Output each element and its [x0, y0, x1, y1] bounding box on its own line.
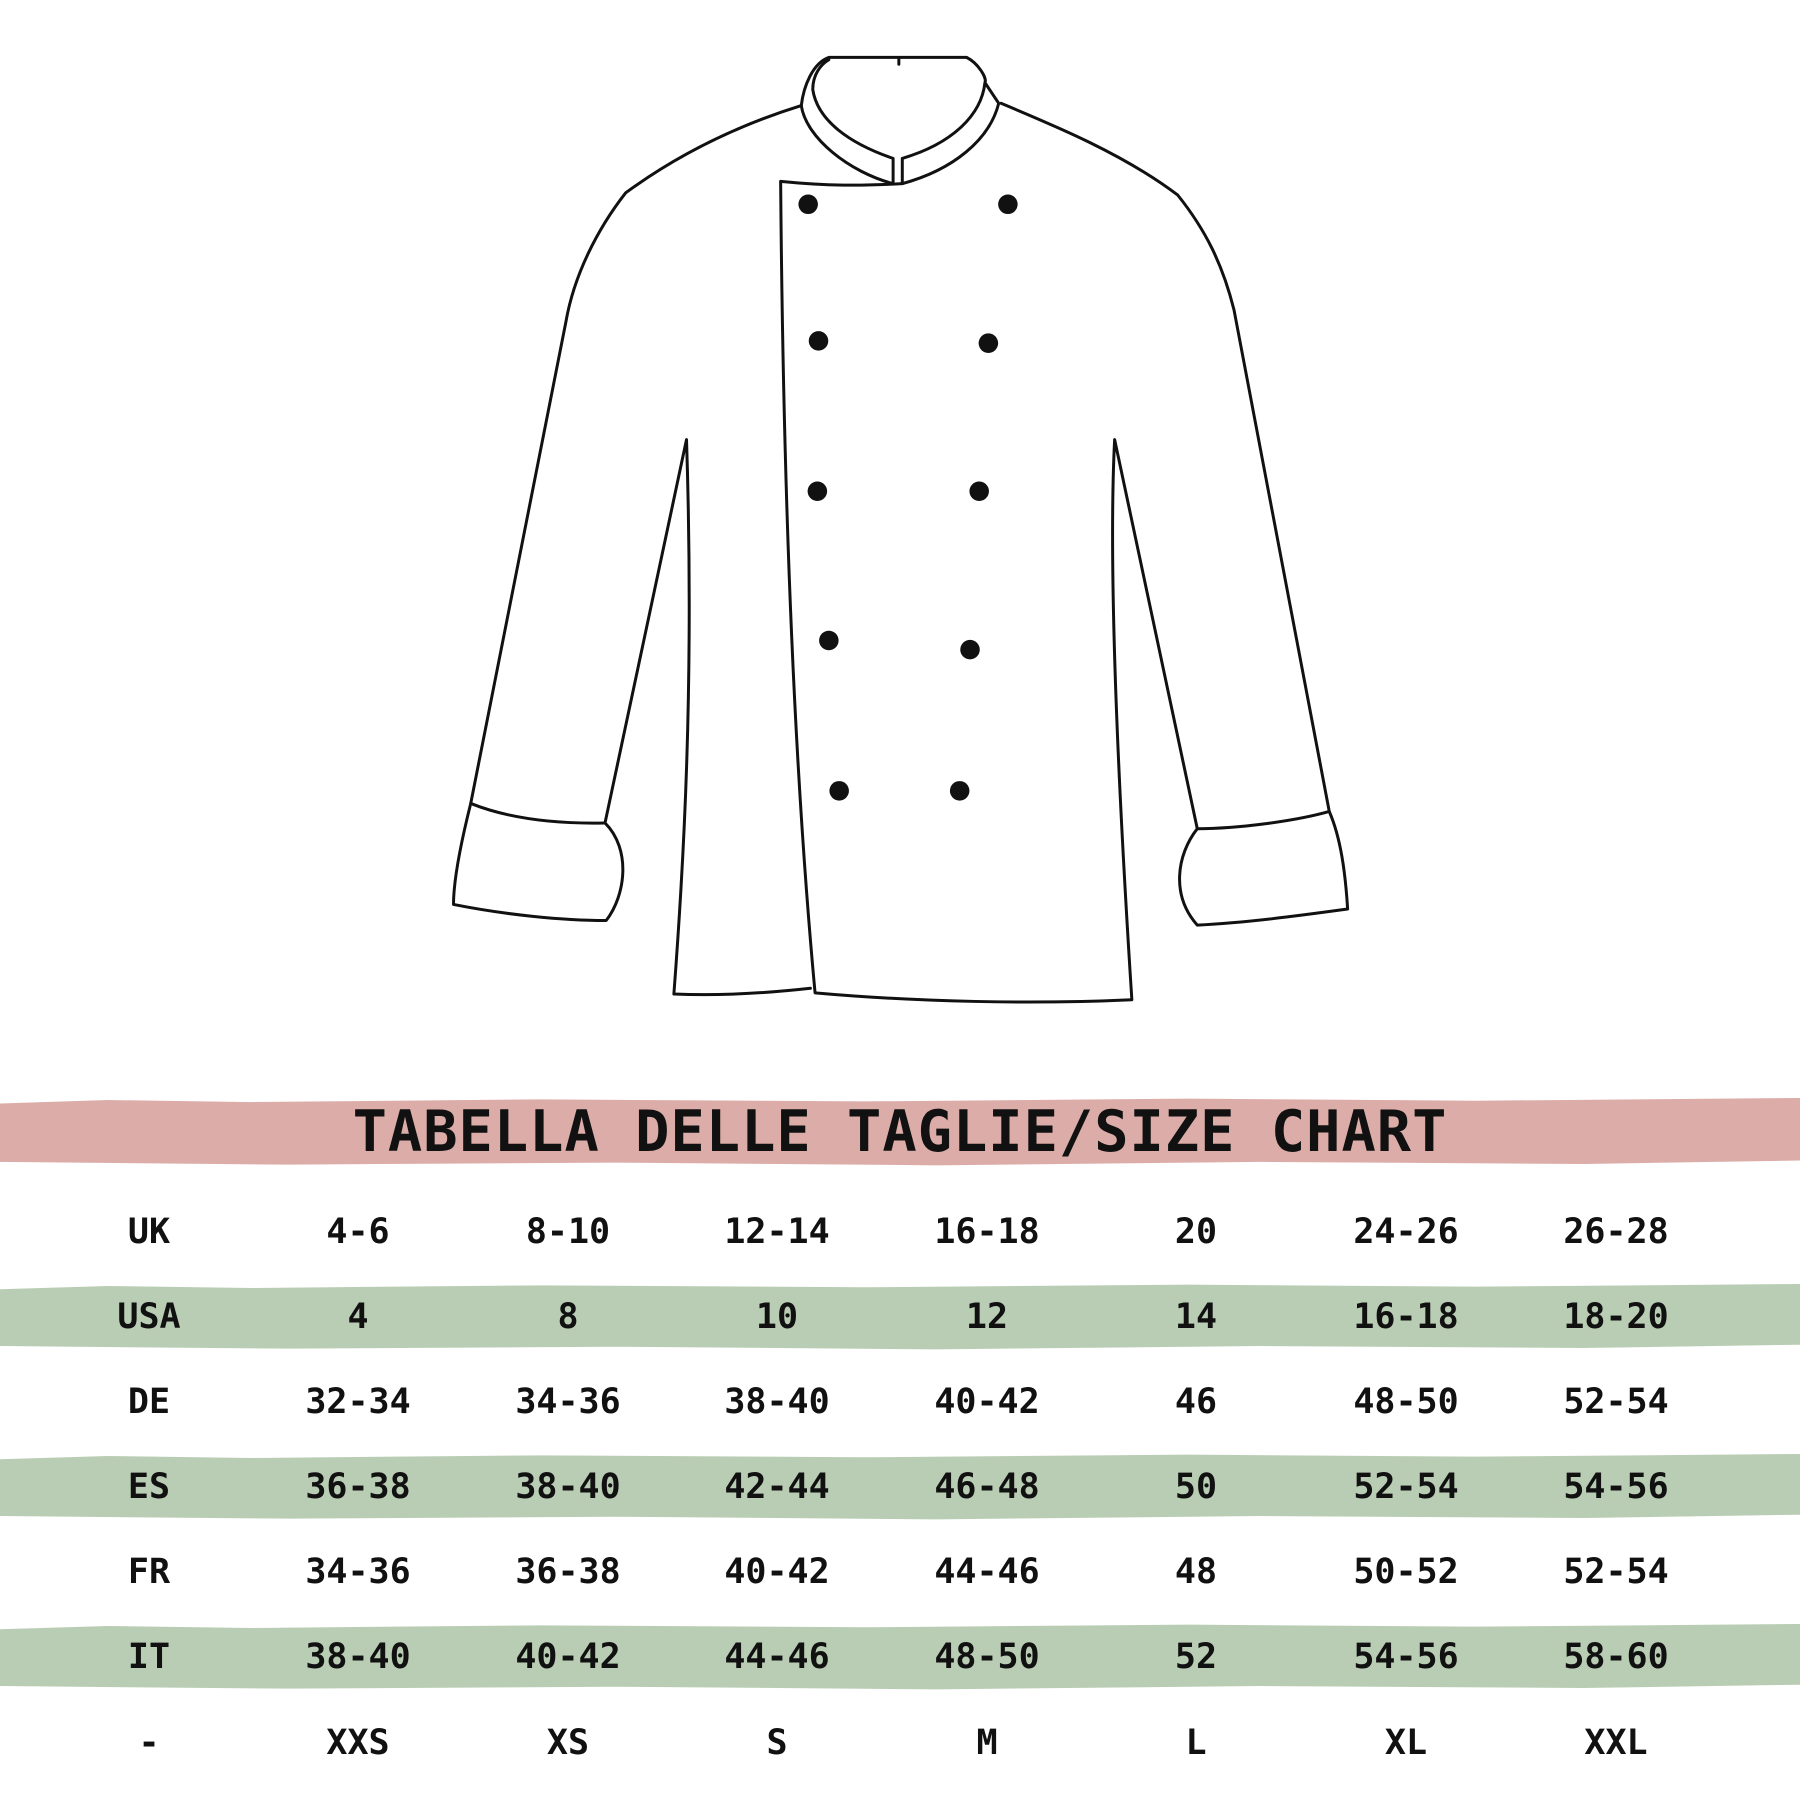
table-row: DE 32-34 34-36 38-40 40-42 46 48-50 52-54 — [0, 1369, 1800, 1435]
size-cell: 54-56 — [1353, 1637, 1459, 1677]
size-cell: 44-46 — [724, 1637, 830, 1677]
size-cell: 46-48 — [934, 1467, 1040, 1507]
size-cell: S — [766, 1723, 788, 1763]
row-label: ES — [127, 1467, 171, 1507]
size-cell: 38-40 — [724, 1382, 830, 1422]
button-dot — [798, 194, 818, 215]
button-dot — [808, 331, 829, 351]
size-cell: 8 — [557, 1297, 579, 1337]
button-dot — [960, 639, 980, 660]
size-cell: 16-18 — [934, 1212, 1040, 1252]
size-cell: 18-20 — [1563, 1297, 1669, 1337]
table-row: UK 4-6 8-10 12-14 16-18 20 24-26 26-28 — [0, 1199, 1800, 1265]
size-cell: XXL — [1584, 1723, 1648, 1763]
table-row: - XXS XS S M L XL XXL — [0, 1710, 1800, 1776]
button-dot — [969, 481, 989, 502]
collar — [799, 55, 1001, 186]
cuff-lines — [469, 801, 1331, 831]
size-cell: XL — [1384, 1723, 1428, 1763]
size-cell: 32-34 — [305, 1382, 411, 1422]
row-label: USA — [117, 1297, 181, 1337]
row-band — [0, 1624, 1800, 1690]
size-cell: 24-26 — [1353, 1212, 1459, 1252]
size-cell: 10 — [755, 1297, 799, 1337]
row-band — [0, 1284, 1800, 1350]
size-cell: 48 — [1174, 1552, 1218, 1592]
row-label: FR — [127, 1552, 171, 1592]
chef-jacket-icon — [452, 55, 1350, 1004]
size-cell: 52-54 — [1353, 1467, 1459, 1507]
size-cell: 36-38 — [305, 1467, 411, 1507]
size-cell: 42-44 — [724, 1467, 830, 1507]
size-cell: 50 — [1174, 1467, 1218, 1507]
button-dot — [829, 781, 849, 801]
size-cell: 34-36 — [305, 1552, 411, 1592]
size-cell: 26-28 — [1563, 1212, 1669, 1252]
size-cell: XS — [546, 1723, 590, 1763]
size-cell: 44-46 — [934, 1552, 1040, 1592]
size-cell: 38-40 — [515, 1467, 621, 1507]
size-cell: 52-54 — [1563, 1552, 1669, 1592]
jacket-left-side — [452, 104, 812, 997]
button-dot — [819, 630, 839, 651]
size-cell: 40-42 — [934, 1382, 1040, 1422]
size-cell: 40-42 — [724, 1552, 830, 1592]
size-cell: 12-14 — [724, 1212, 830, 1252]
jacket-front-flap — [779, 101, 1350, 1004]
size-cell: XXS — [326, 1723, 390, 1763]
size-cell: 12 — [965, 1297, 1009, 1337]
table-row: IT 38-40 40-42 44-46 48-50 52 54-56 58-60 — [0, 1624, 1800, 1690]
row-label: UK — [127, 1212, 171, 1252]
title-band — [0, 1098, 1800, 1166]
row-label: - — [138, 1723, 160, 1763]
size-cell: 38-40 — [305, 1637, 411, 1677]
button-dot — [998, 194, 1018, 215]
table-row: ES 36-38 38-40 42-44 46-48 50 52-54 54-56 — [0, 1454, 1800, 1520]
size-cell: 52 — [1174, 1637, 1218, 1677]
buttons — [798, 194, 1018, 801]
size-cell: 4-6 — [326, 1212, 390, 1252]
size-cell: 14 — [1174, 1297, 1218, 1337]
size-cell: 4 — [347, 1297, 369, 1337]
size-cell: 48-50 — [1353, 1382, 1459, 1422]
button-dot — [807, 481, 828, 502]
size-cell: 46 — [1174, 1382, 1218, 1422]
row-band — [0, 1454, 1800, 1520]
size-cell: 20 — [1174, 1212, 1218, 1252]
size-cell: 8-10 — [525, 1212, 611, 1252]
table-row: FR 34-36 36-38 40-42 44-46 48 50-52 52-54 — [0, 1539, 1800, 1605]
button-dot — [949, 781, 970, 801]
size-cell: 16-18 — [1353, 1297, 1459, 1337]
size-cell: 54-56 — [1563, 1467, 1669, 1507]
button-dot — [978, 333, 999, 353]
row-label: DE — [127, 1382, 171, 1422]
size-cell: 48-50 — [934, 1637, 1040, 1677]
row-label: IT — [127, 1637, 171, 1677]
size-cell: L — [1185, 1723, 1207, 1763]
size-cell: 36-38 — [515, 1552, 621, 1592]
size-cell: M — [976, 1723, 998, 1763]
chart-title: TABELLA DELLE TAGLIE/SIZE CHART — [352, 1099, 1448, 1165]
size-cell: 50-52 — [1353, 1552, 1459, 1592]
size-cell: 34-36 — [515, 1382, 621, 1422]
size-cell: 52-54 — [1563, 1382, 1669, 1422]
table-row: USA 4 8 10 12 14 16-18 18-20 — [0, 1284, 1800, 1350]
size-cell: 40-42 — [515, 1637, 621, 1677]
size-cell: 58-60 — [1563, 1637, 1669, 1677]
